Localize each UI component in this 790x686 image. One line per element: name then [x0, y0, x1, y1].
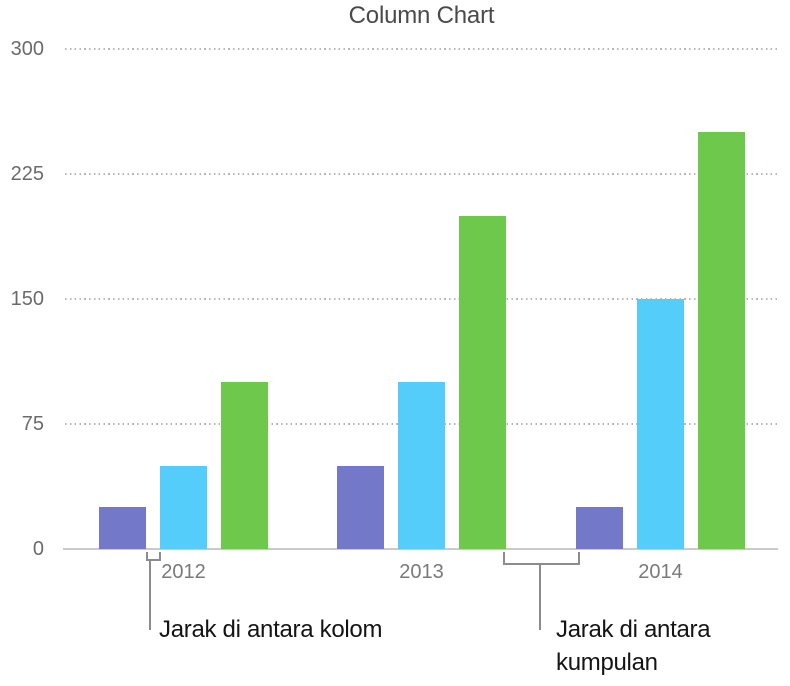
y-axis-label-300: 300 [10, 38, 44, 60]
bar-2014-blue [637, 299, 684, 549]
gridline-150 [65, 298, 778, 300]
group-gap-bracket [503, 552, 580, 565]
gridline-225 [65, 173, 778, 175]
group-gap-leader-line [539, 563, 541, 630]
x-axis-label-2012: 2012 [161, 561, 206, 583]
bar-2014-purple [576, 507, 623, 549]
x-axis-label-2014: 2014 [638, 561, 683, 583]
x-axis-line [63, 548, 778, 550]
column-gap-leader-line [149, 559, 151, 630]
y-axis-label-0: 0 [32, 538, 44, 560]
bar-2013-green [459, 216, 506, 549]
bar-2013-blue [398, 382, 445, 549]
y-axis-label-150: 150 [10, 288, 44, 310]
column-gap-callout: Jarak di antara kolom [159, 616, 383, 643]
bar-2012-green [221, 382, 268, 549]
y-axis-label-75: 75 [21, 413, 44, 435]
bar-2012-blue [160, 466, 207, 549]
group-gap-callout-line1: Jarak di antara [556, 616, 711, 643]
gridline-300 [65, 48, 778, 50]
chart-title: Column Chart [348, 2, 495, 29]
column-gap-bracket [146, 552, 161, 561]
group-gap-callout-line2: kumpulan [556, 649, 658, 676]
bar-2013-purple [337, 466, 384, 549]
group-gap-callout: Jarak di antara kumpulan [556, 613, 711, 679]
x-axis-label-2013: 2013 [399, 561, 444, 583]
bar-2014-green [698, 132, 745, 549]
bar-2012-purple [99, 507, 146, 549]
y-axis-label-225: 225 [10, 163, 44, 185]
